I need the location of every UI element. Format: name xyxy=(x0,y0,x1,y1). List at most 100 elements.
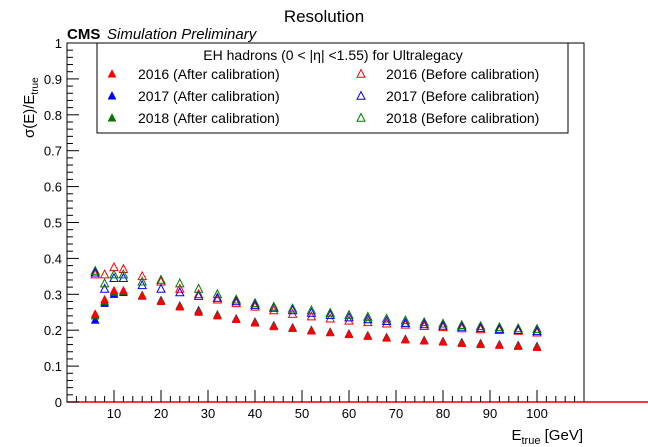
data-point xyxy=(118,285,128,295)
data-point xyxy=(109,285,119,295)
chart-title: Resolution xyxy=(284,7,364,26)
legend-entries: 2016 (After calibration) 2017 (After cali… xyxy=(107,66,539,126)
simulation-preliminary-label: Simulation Preliminary xyxy=(107,26,258,43)
x-tick-label: 60 xyxy=(342,406,356,421)
data-point xyxy=(438,337,448,346)
data-point xyxy=(306,325,316,335)
x-tick-label: 50 xyxy=(295,406,309,421)
data-point xyxy=(137,291,147,300)
y-tick-label: 0.1 xyxy=(44,359,62,374)
data-point xyxy=(532,342,542,351)
x-axis-label: Etrue [GeV] xyxy=(511,427,583,447)
data-point xyxy=(287,304,298,315)
data-point xyxy=(325,309,336,319)
legend-label: 2017 (After calibration) xyxy=(138,88,280,104)
x-tick-label: 40 xyxy=(248,406,262,421)
data-point xyxy=(306,304,317,315)
data-point xyxy=(381,318,392,328)
data-point xyxy=(174,283,185,293)
data-point xyxy=(193,288,204,299)
data-point xyxy=(456,319,467,329)
data-point xyxy=(231,294,242,304)
data-point xyxy=(212,294,223,304)
data-point xyxy=(532,325,542,336)
data-point xyxy=(90,309,100,318)
data-point xyxy=(513,322,524,333)
data-point xyxy=(456,322,467,333)
legend-marker xyxy=(356,112,366,122)
x-tick-label: 100 xyxy=(526,406,548,421)
data-point xyxy=(457,338,467,348)
x-tick-label: 90 xyxy=(483,406,497,421)
data-point xyxy=(362,313,373,324)
data-point xyxy=(363,331,373,340)
legend-label: 2018 (After calibration) xyxy=(138,110,280,126)
legend-marker xyxy=(356,68,366,78)
data-point xyxy=(99,278,110,288)
data-point xyxy=(287,303,298,313)
data-point xyxy=(137,276,148,286)
x-axis-label-main: E xyxy=(511,427,521,444)
data-point xyxy=(156,283,166,293)
data-point xyxy=(175,301,185,311)
data-points xyxy=(90,261,542,351)
data-point xyxy=(513,341,523,350)
y-axis-label: σ(E)/Etrue xyxy=(21,77,41,138)
data-point xyxy=(419,336,429,345)
y-axis-label-sub: true xyxy=(30,77,41,95)
data-point xyxy=(90,265,101,275)
x-tick-label: 80 xyxy=(436,406,450,421)
data-point xyxy=(325,327,335,337)
data-point xyxy=(99,269,110,279)
data-point xyxy=(250,297,260,308)
axis-ticks: 0 0.1 0.2 0.3 0.4 0.5 0.6 0.7 0.8 0.9 1 10 20 30 40 50 6… xyxy=(44,36,576,421)
data-point xyxy=(400,317,411,327)
data-point xyxy=(494,340,504,349)
data-point xyxy=(99,283,110,293)
data-point xyxy=(269,321,279,331)
data-point xyxy=(438,318,448,328)
data-point xyxy=(513,324,524,334)
data-point xyxy=(344,315,354,325)
legend-marker xyxy=(107,69,117,78)
legend-marker xyxy=(107,91,117,100)
data-point xyxy=(193,283,204,293)
x-tick-label: 10 xyxy=(107,406,121,421)
data-point xyxy=(231,295,242,306)
y-tick-label: 0 xyxy=(55,395,62,410)
data-point xyxy=(174,278,185,288)
x-axis-label-unit: [GeV] xyxy=(540,427,583,444)
data-point xyxy=(268,301,279,311)
data-point xyxy=(231,314,241,323)
data-point xyxy=(212,310,222,320)
y-tick-label: 0.5 xyxy=(44,216,62,231)
data-point xyxy=(381,315,392,326)
x-tick-label: 70 xyxy=(389,406,403,421)
data-point xyxy=(362,311,373,321)
data-point xyxy=(137,270,148,281)
y-tick-label: 0.3 xyxy=(44,287,62,302)
data-point xyxy=(419,318,430,329)
data-point xyxy=(194,307,204,316)
y-tick-label: 0.4 xyxy=(44,251,62,266)
data-point xyxy=(306,307,317,317)
legend-label: 2018 (Before calibration) xyxy=(386,110,539,126)
data-point xyxy=(212,288,223,299)
data-point xyxy=(476,339,486,349)
data-point xyxy=(494,321,505,332)
x-tick-label: 30 xyxy=(201,406,215,421)
data-point xyxy=(90,315,100,324)
data-point xyxy=(494,323,505,333)
data-point xyxy=(325,307,336,317)
legend-label: 2017 (Before calibration) xyxy=(386,88,539,104)
data-point xyxy=(381,313,392,323)
data-point xyxy=(475,322,486,332)
data-point xyxy=(118,263,129,273)
data-point xyxy=(156,296,166,306)
data-point xyxy=(174,287,185,297)
data-point xyxy=(532,323,542,333)
data-point xyxy=(400,315,411,325)
cms-label: CMS xyxy=(67,26,100,43)
data-point xyxy=(438,320,448,330)
